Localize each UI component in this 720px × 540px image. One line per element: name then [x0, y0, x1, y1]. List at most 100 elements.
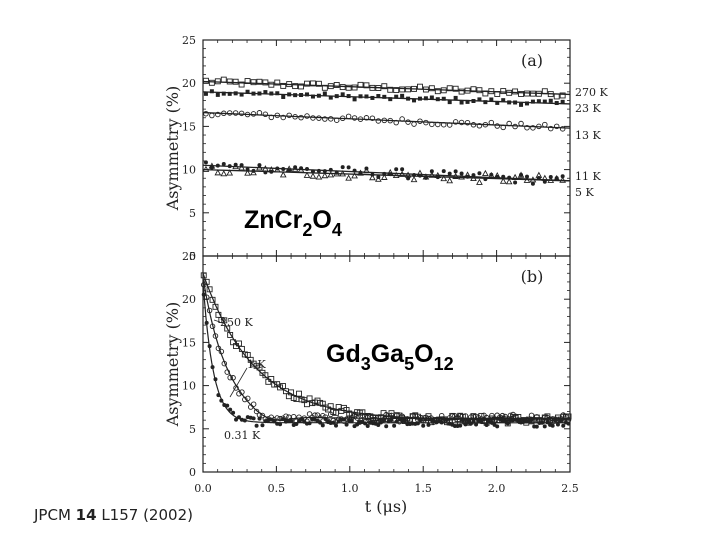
data-point	[341, 417, 346, 422]
data-point	[464, 171, 471, 178]
data-point	[201, 292, 206, 297]
data-point	[230, 375, 236, 381]
data-point	[464, 87, 471, 94]
data-point	[328, 167, 333, 172]
data-point	[434, 88, 441, 95]
data-point	[293, 93, 298, 98]
data-point	[477, 171, 482, 176]
data-point	[233, 385, 239, 391]
data-point	[550, 423, 555, 428]
data-point	[470, 413, 477, 419]
data-point	[334, 423, 339, 428]
data-point	[299, 93, 304, 98]
data-point	[298, 83, 305, 90]
data-point	[446, 85, 453, 92]
data-point	[231, 410, 236, 415]
data-point	[452, 172, 459, 179]
data-point	[219, 398, 224, 403]
data-point	[203, 160, 208, 165]
data-point	[477, 97, 482, 102]
y-tick-label: 10	[182, 380, 196, 393]
data-point	[236, 415, 241, 420]
data-point	[212, 333, 219, 339]
data-point	[411, 121, 417, 127]
data-point	[500, 88, 507, 95]
data-point	[292, 114, 298, 120]
data-point	[309, 172, 317, 179]
data-point	[530, 99, 535, 104]
data-point	[363, 421, 368, 426]
data-point	[297, 166, 305, 173]
data-point	[524, 124, 530, 131]
data-point	[256, 78, 263, 85]
data-point	[306, 411, 313, 417]
series-23K	[202, 89, 571, 107]
data-point	[294, 421, 299, 426]
data-point	[226, 78, 233, 85]
data-point	[470, 122, 477, 128]
data-point	[221, 91, 226, 96]
data-point	[464, 119, 471, 126]
data-point	[268, 81, 275, 88]
data-point	[404, 171, 412, 178]
x-tick-label: 2.5	[561, 482, 579, 495]
data-point	[559, 176, 567, 183]
data-point	[220, 170, 228, 177]
data-point	[409, 413, 416, 419]
data-point	[468, 414, 474, 420]
data-point	[359, 412, 366, 419]
data-point	[262, 79, 269, 86]
panel-b-frame	[202, 255, 571, 473]
data-point	[269, 417, 274, 422]
data-point	[345, 113, 352, 120]
data-point	[506, 89, 513, 96]
data-point	[541, 88, 548, 95]
data-point	[355, 422, 360, 427]
data-point	[304, 80, 310, 87]
x-tick-label: 1.0	[341, 482, 359, 495]
data-point	[394, 412, 400, 419]
data-point	[513, 180, 518, 185]
data-point	[447, 171, 452, 176]
data-point	[247, 404, 254, 410]
data-point	[268, 376, 275, 382]
data-point	[505, 178, 513, 185]
data-point	[250, 79, 257, 86]
data-point	[488, 88, 495, 95]
data-point	[285, 165, 293, 172]
data-point	[439, 420, 444, 425]
data-point	[542, 99, 547, 104]
data-point	[381, 117, 388, 124]
data-point	[321, 84, 328, 91]
data-point	[232, 110, 239, 116]
data-point	[393, 119, 399, 126]
data-point	[387, 117, 393, 124]
data-point	[339, 84, 346, 91]
data-point	[236, 390, 242, 397]
y-tick-label: 10	[182, 164, 196, 177]
data-point	[260, 423, 265, 428]
data-point	[250, 111, 257, 117]
data-point	[560, 174, 565, 179]
data-point	[530, 125, 536, 131]
data-point	[363, 115, 370, 121]
data-point	[327, 403, 334, 410]
data-point	[340, 165, 345, 170]
data-point	[281, 167, 286, 172]
data-point	[215, 111, 221, 118]
data-point	[440, 87, 447, 94]
data-point	[212, 303, 219, 310]
data-point	[256, 164, 263, 171]
data-point	[415, 421, 420, 426]
data-point	[225, 403, 230, 408]
data-point	[281, 94, 286, 99]
data-point	[298, 114, 304, 121]
data-point	[202, 77, 209, 84]
data-point	[228, 407, 233, 412]
data-point	[547, 176, 555, 183]
data-point	[487, 171, 495, 179]
data-point	[476, 122, 483, 129]
data-point	[289, 418, 294, 423]
data-point	[351, 172, 358, 179]
temp-label-1k: 1 K	[247, 358, 266, 371]
